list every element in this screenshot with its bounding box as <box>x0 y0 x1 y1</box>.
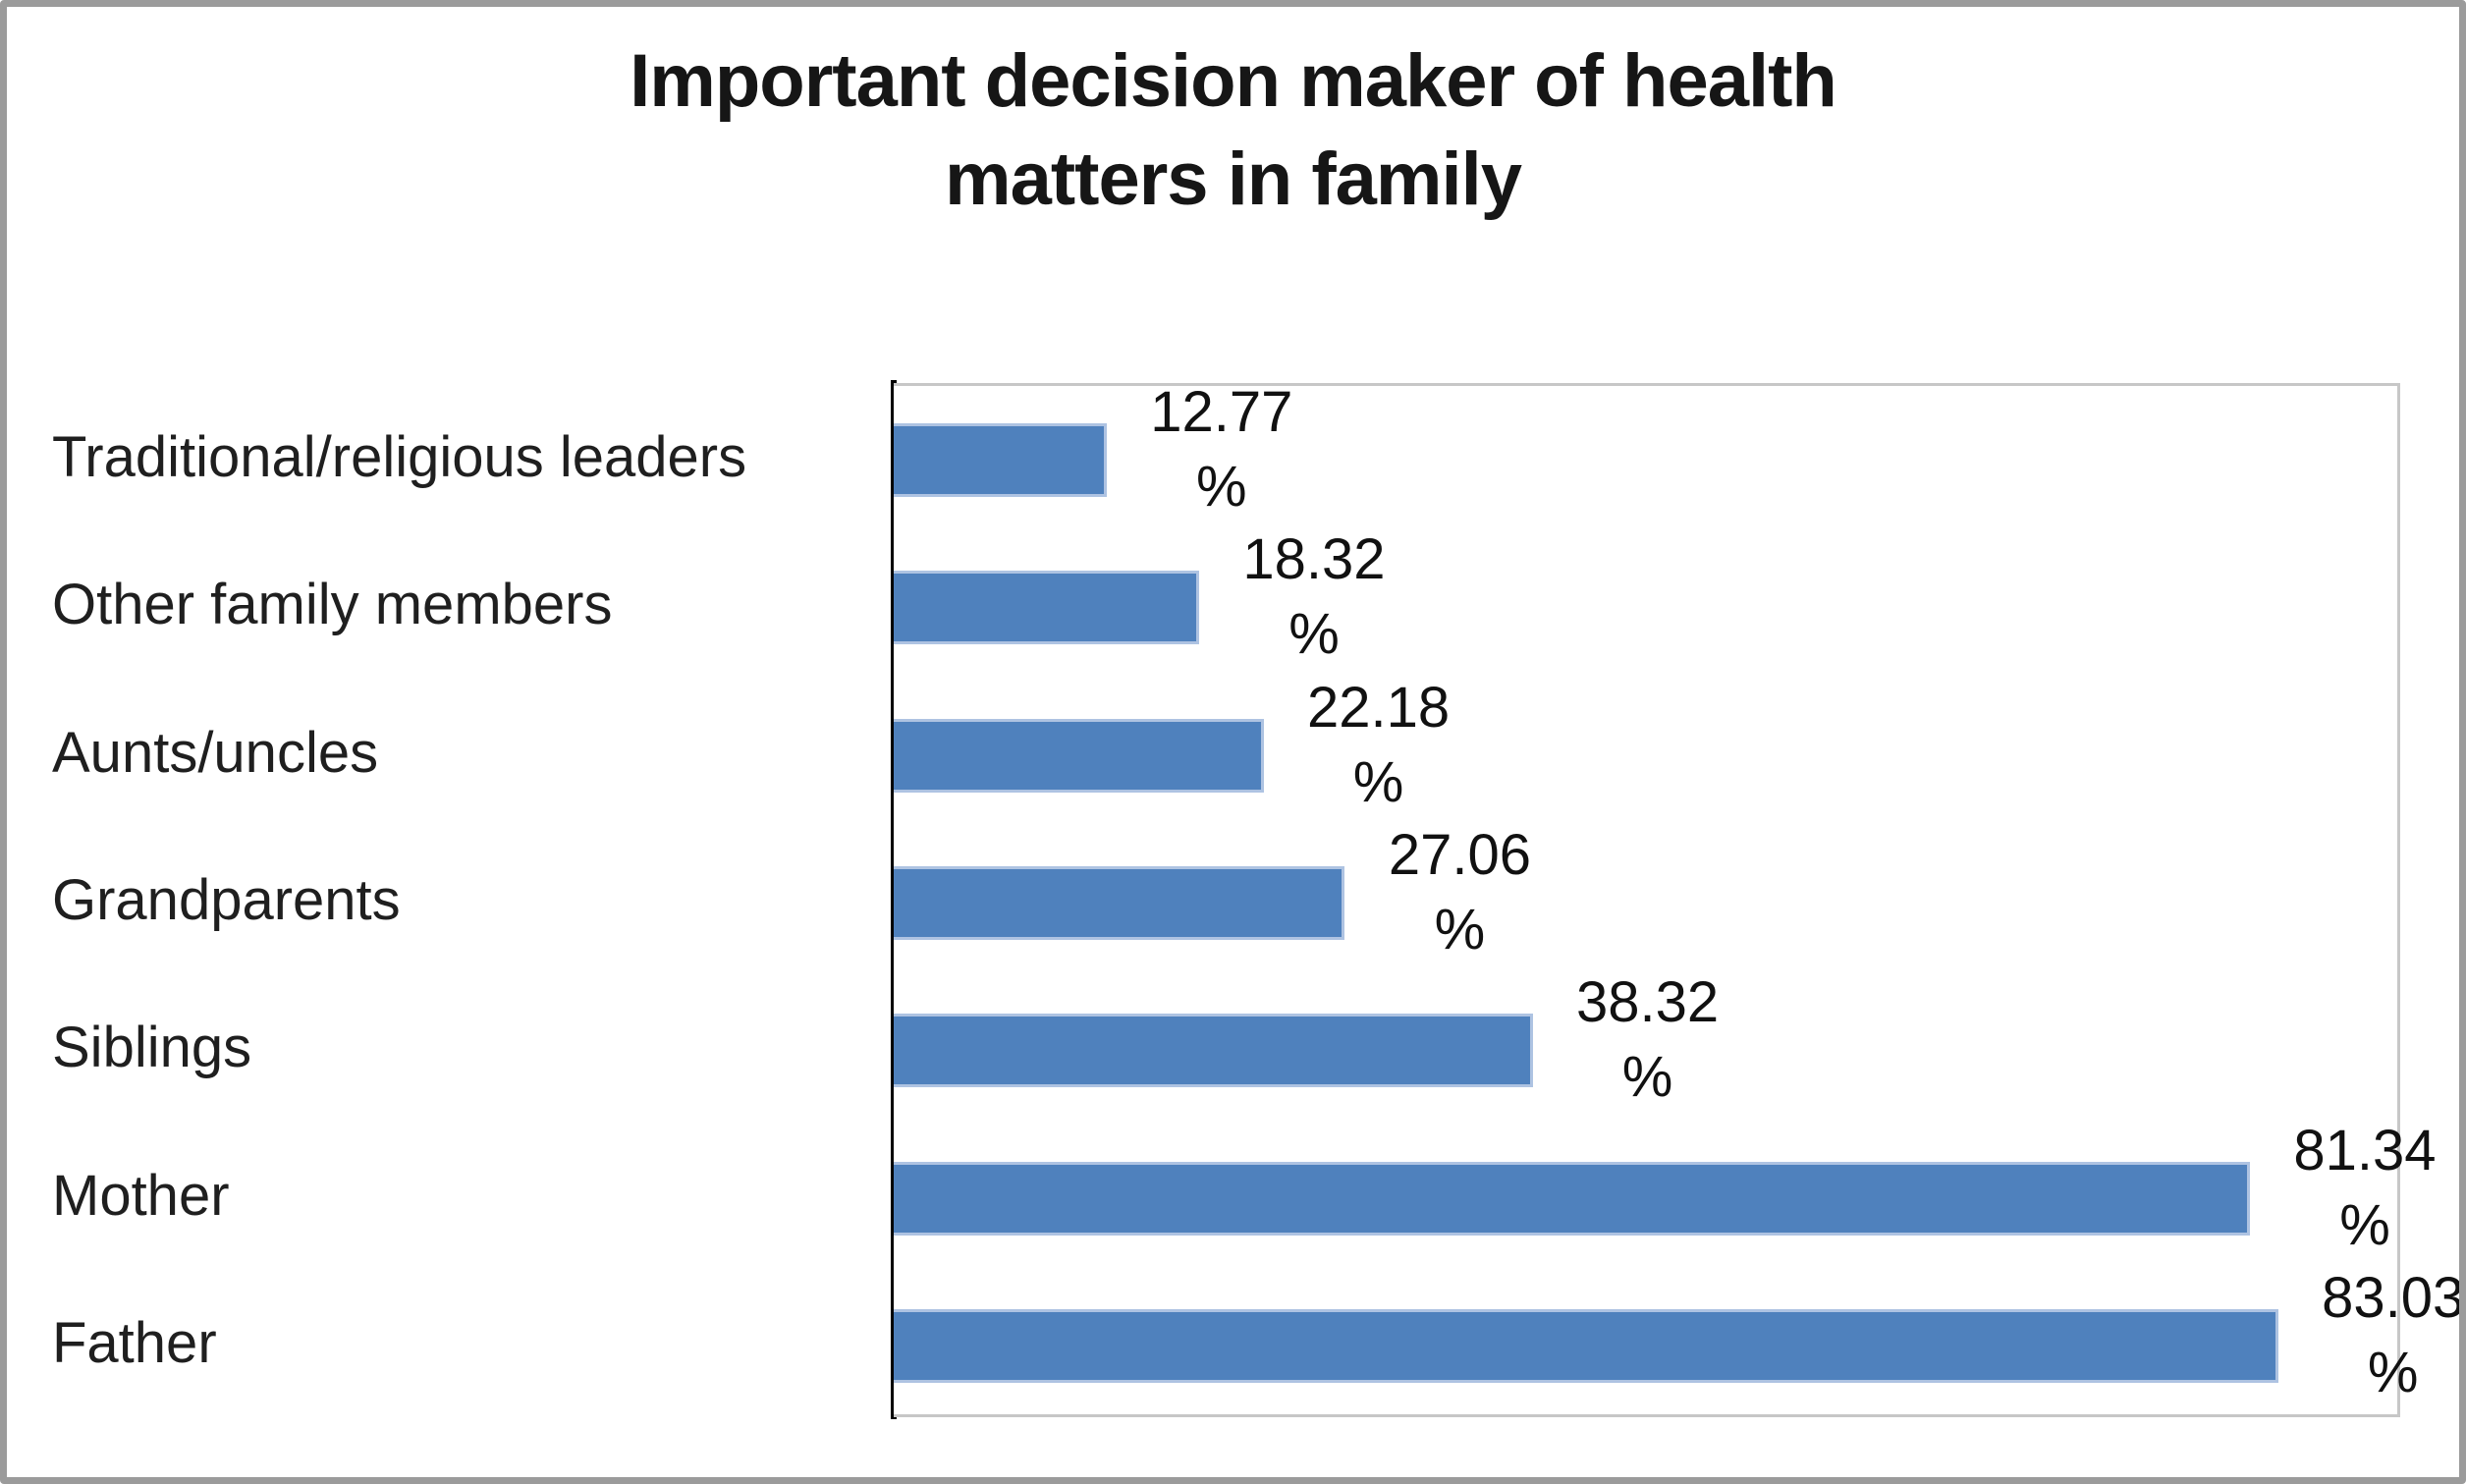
value-number: 81.34 <box>2293 1118 2437 1182</box>
category-label-aunts-uncles: Aunts/uncles <box>52 720 379 785</box>
value-suffix: % <box>1621 1045 1673 1110</box>
bar-aunts-uncles <box>894 718 1264 793</box>
value-suffix: % <box>1434 898 1486 962</box>
value-suffix: % <box>2367 1341 2419 1405</box>
value-label-siblings: 38.32% <box>1564 965 1731 1115</box>
bar-siblings <box>894 1014 1533 1088</box>
category-label-traditional-religious-leaders: Traditional/religious leaders <box>52 424 747 489</box>
chart-title-line2: matters in family <box>945 137 1522 222</box>
value-number: 38.32 <box>1576 970 1720 1035</box>
value-label-traditional-religious-leaders: 12.77% <box>1138 375 1305 524</box>
value-number: 27.06 <box>1388 823 1531 887</box>
value-suffix: % <box>2339 1192 2390 1257</box>
category-label-mother: Mother <box>52 1163 230 1228</box>
plot-area <box>894 383 2400 1417</box>
value-suffix: % <box>1288 602 1340 667</box>
value-number: 12.77 <box>1150 379 1293 444</box>
value-suffix: % <box>1352 749 1404 814</box>
bar-other-family-members <box>894 571 1199 645</box>
bar-grandparents <box>894 866 1345 940</box>
bar-traditional-religious-leaders <box>894 422 1107 497</box>
value-label-other-family-members: 18.32% <box>1231 522 1397 672</box>
value-suffix: % <box>1196 454 1247 519</box>
category-label-siblings: Siblings <box>52 1016 252 1080</box>
value-number: 18.32 <box>1242 527 1386 592</box>
chart-title-line1: Important decision maker of health <box>630 39 1837 123</box>
bar-mother <box>894 1161 2250 1236</box>
value-number: 83.03 <box>2322 1266 2465 1331</box>
value-label-father: 83.03% <box>2310 1261 2465 1410</box>
chart-title: Important decision maker of health matte… <box>7 32 2459 230</box>
category-label-father: Father <box>52 1311 217 1376</box>
value-label-aunts-uncles: 22.18% <box>1295 671 1462 820</box>
bar-father <box>894 1309 2278 1384</box>
category-label-other-family-members: Other family members <box>52 573 613 637</box>
value-label-mother: 81.34% <box>2281 1114 2448 1263</box>
category-label-grandparents: Grandparents <box>52 867 401 932</box>
value-label-grandparents: 27.06% <box>1376 818 1543 967</box>
value-number: 22.18 <box>1307 675 1451 740</box>
